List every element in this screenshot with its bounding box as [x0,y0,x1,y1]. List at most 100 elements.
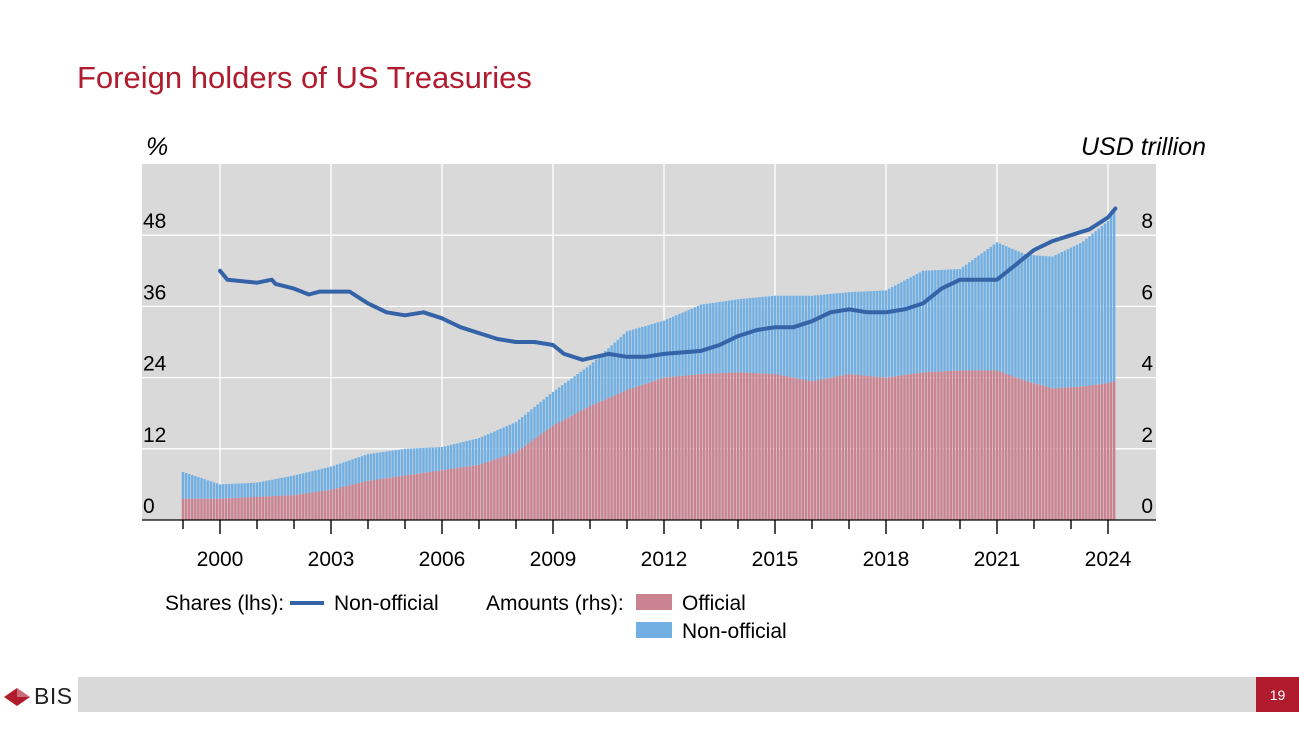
bar-nonofficial [240,483,243,498]
bis-logo: BIS [2,683,73,710]
bar-nonofficial [746,298,749,373]
bar-nonofficial [1042,255,1045,386]
bar-official [422,472,425,520]
bar-official [1048,387,1051,520]
bar-official [354,483,357,520]
bar-nonofficial [585,367,589,408]
bar-official [638,385,641,520]
bar-official [813,380,817,520]
bar-nonofficial [832,293,835,377]
bar-nonofficial [783,295,786,376]
bar-nonofficial [311,471,314,493]
bar-nonofficial [613,342,616,396]
bar-nonofficial [690,308,693,375]
bar-nonofficial [662,320,666,378]
bar-official [736,372,740,520]
bar-official [261,496,265,520]
bar-official [212,498,216,520]
bar-nonofficial [702,304,706,374]
bar-official [388,477,391,520]
bar-nonofficial [187,474,191,499]
bar-official [252,497,256,520]
bar-nonofficial [906,278,909,375]
bar-nonofficial [483,435,487,463]
bar-official [672,376,675,520]
bar-nonofficial [496,430,499,459]
bar-official [675,376,678,520]
bar-official [866,375,869,520]
bar-official [832,377,835,520]
bar-nonofficial [619,336,623,393]
bar-official [480,463,484,520]
bar-nonofficial [252,482,256,498]
bar-nonofficial [853,291,857,375]
bar-nonofficial [887,288,891,378]
bar-nonofficial [801,295,804,380]
bar-nonofficial [456,443,459,468]
bar-nonofficial [539,401,542,435]
bar-nonofficial [1038,255,1042,385]
bar-official [1072,386,1076,520]
bar-nonofficial [721,301,724,374]
bar-nonofficial [305,472,308,494]
bar-official [961,370,965,520]
bar-official [690,374,693,520]
bar-official [564,419,567,520]
right-axis-label: USD trillion [1081,133,1206,161]
bar-official [968,370,971,520]
bar-nonofficial [1032,255,1036,384]
bar-nonofficial [490,432,493,461]
bar-official [915,373,919,520]
bar-official [329,489,333,520]
legend-official-swatch [636,594,672,610]
bar-official [1103,383,1107,520]
bar-nonofficial [363,455,367,482]
bar-nonofficial [1023,254,1026,381]
bar-nonofficial [897,283,900,376]
bar-nonofficial [228,483,231,499]
bar-nonofficial [860,291,863,376]
bar-nonofficial [878,290,882,378]
bar-nonofficial [582,369,586,410]
bar-nonofficial [968,262,971,371]
bar-official [702,373,706,520]
bar-official [792,377,795,520]
bar-nonofficial [545,396,549,431]
bar-official [335,488,339,520]
bar-official [1001,372,1005,520]
bar-nonofficial [570,378,573,416]
bar-nonofficial [841,292,845,376]
bar-nonofficial [258,482,262,497]
bar-official [286,495,290,520]
bar-nonofficial [221,484,225,499]
bar-official [943,371,946,520]
bar-nonofficial [246,483,249,498]
bar-official [841,375,845,520]
bar-nonofficial [237,483,240,498]
bar-official [1112,381,1116,520]
bar-nonofficial [1075,244,1079,387]
bar-nonofficial [317,469,320,492]
bar-official [372,479,376,520]
bar-nonofficial [863,291,866,376]
bar-official [1060,387,1063,520]
bar-official [746,372,749,520]
bar-official [786,376,789,520]
bar-official [977,370,980,520]
bar-official [598,402,601,520]
bar-nonofficial [206,480,209,499]
bar-official [801,379,804,520]
bar-nonofficial [1048,256,1051,388]
bar-nonofficial [184,472,188,499]
bar-official [857,374,860,520]
bar-official [360,482,364,520]
bar-nonofficial [314,470,317,492]
bar-official [622,391,626,520]
x-tick-label: 2015 [752,548,799,571]
bar-official [561,420,564,520]
bar-nonofficial [823,294,826,379]
bar-nonofficial [980,253,983,371]
bar-nonofficial [795,295,798,379]
bar-nonofficial [684,311,687,376]
logo-text: BIS [34,683,73,709]
